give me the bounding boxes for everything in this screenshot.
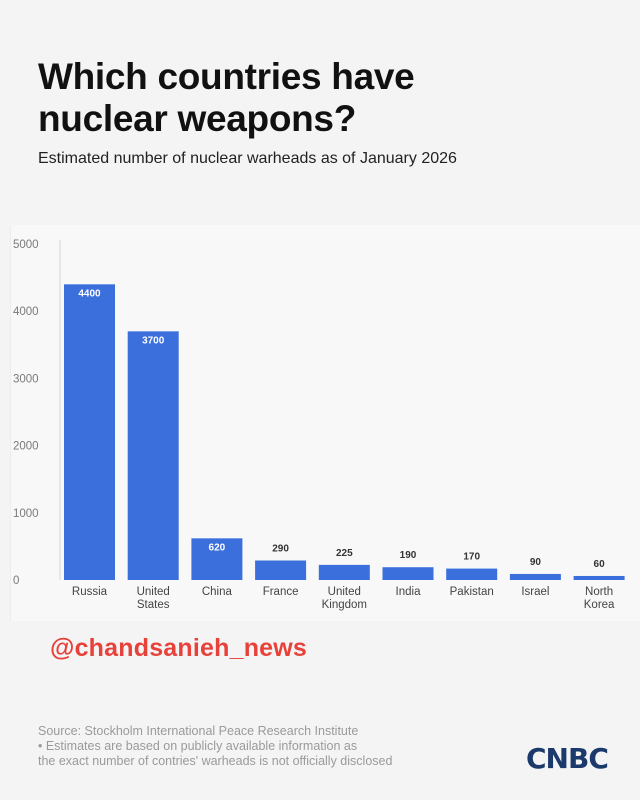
bar (509, 573, 561, 580)
chart-title-line-2: nuclear weapons? (38, 98, 357, 139)
data-label: 4400 (78, 288, 101, 299)
x-tick-label: China (202, 586, 233, 598)
bar (191, 538, 243, 580)
bar (127, 331, 179, 580)
data-label: 3700 (142, 335, 165, 346)
bar (382, 567, 434, 580)
x-tick-label: Pakistan (450, 586, 494, 598)
data-label: 90 (530, 557, 542, 568)
x-tick-label: North (585, 586, 613, 598)
source-line-2: • Estimates are based on publicly availa… (38, 739, 358, 753)
bar-chart: 0 1000 2000 3000 4000 5000 4400 Russia 3700 Unite… (10, 225, 625, 621)
data-label: 290 (272, 544, 289, 555)
source-line-1: Source: Stockholm International Peace Re… (38, 724, 359, 738)
x-tick-label: India (396, 586, 422, 598)
x-tick-label: Israel (521, 586, 549, 598)
y-tick-label: 3000 (13, 373, 39, 385)
y-tick-label: 0 (13, 575, 19, 587)
bar (64, 284, 115, 580)
chart-panel: 0 1000 2000 3000 4000 5000 4400 Russia 3700 Unite… (10, 225, 640, 621)
x-tick-label: Korea (584, 599, 615, 611)
data-label: 190 (400, 550, 417, 561)
chart-title-line-1: Which countries have (38, 56, 415, 97)
data-label: 60 (594, 559, 606, 570)
watermark-handle: @chandsanieh_news (50, 634, 308, 662)
x-tick-label: Russia (72, 586, 108, 598)
data-label: 225 (336, 548, 353, 559)
chart-title: Which countries have nuclear weapons? (38, 56, 598, 140)
y-tick-label: 5000 (13, 239, 39, 251)
x-tick-label: States (137, 599, 170, 611)
y-tick-label: 1000 (13, 508, 39, 520)
x-tick-label: United (137, 586, 170, 598)
y-tick-label: 2000 (13, 441, 39, 453)
bar (573, 575, 625, 580)
data-label: 620 (209, 542, 226, 553)
x-tick-label: Kingdom (322, 599, 367, 611)
bar (446, 568, 498, 580)
x-tick-label: France (263, 586, 299, 598)
cnbc-logo-icon: CNBC (526, 742, 609, 775)
bar (255, 560, 307, 580)
x-tick-label: United (328, 586, 361, 598)
chart-subtitle: Estimated number of nuclear warheads as … (38, 150, 457, 167)
source-footer: Source: Stockholm International Peace Re… (38, 724, 478, 769)
bar (318, 564, 370, 580)
y-tick-label: 4000 (13, 306, 39, 318)
data-label: 170 (463, 552, 480, 563)
source-line-3: the exact number of contries' warheads i… (38, 754, 393, 768)
